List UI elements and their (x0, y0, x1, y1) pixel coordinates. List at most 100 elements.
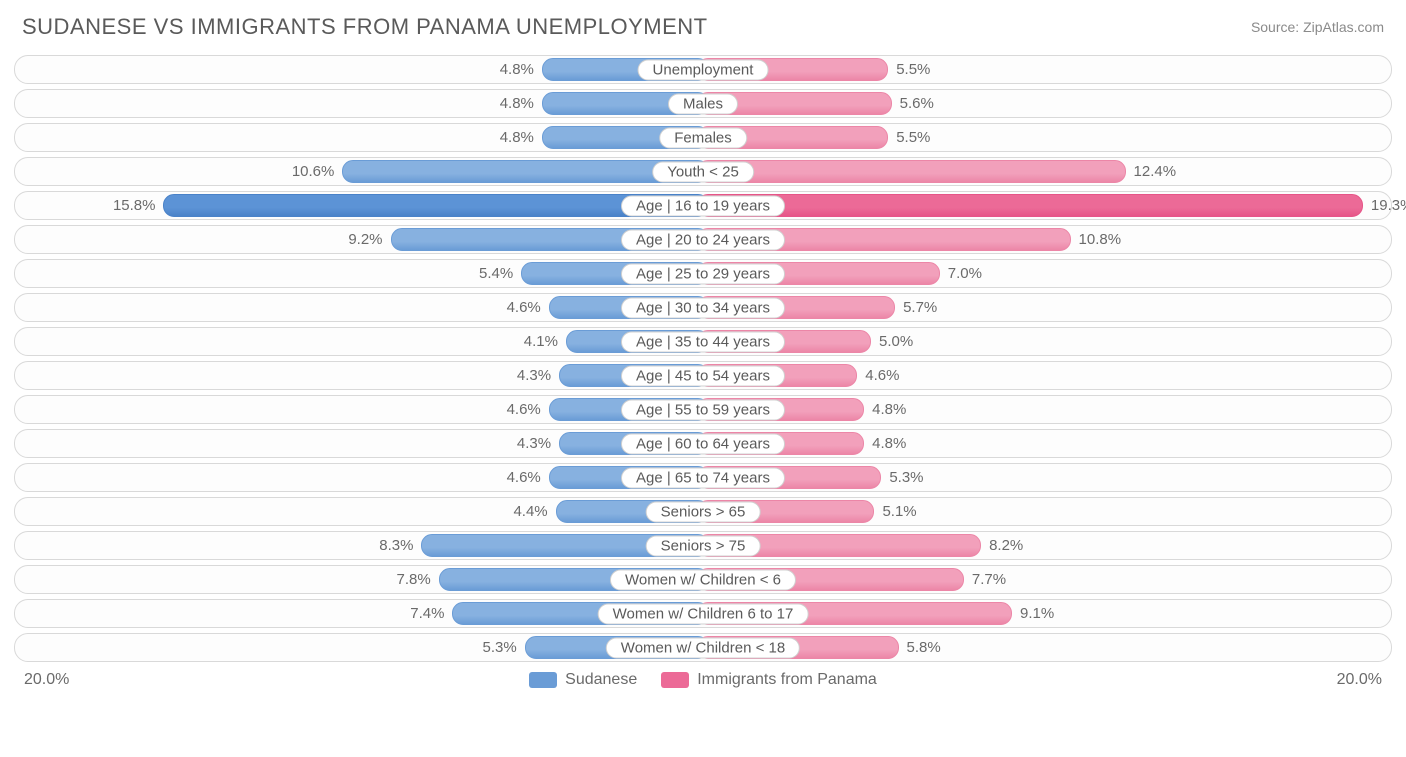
bar-half-left: 5.4% (15, 263, 709, 284)
bar-half-left: 4.3% (15, 433, 709, 454)
chart-title: SUDANESE VS IMMIGRANTS FROM PANAMA UNEMP… (22, 14, 708, 40)
bar-value-right: 5.5% (888, 129, 938, 146)
bar-value-left: 4.6% (499, 299, 549, 316)
chart-row: 4.4%5.1%Seniors > 65 (14, 497, 1392, 526)
bar-half-right: 5.0% (697, 331, 1391, 352)
bar-half-left: 4.6% (15, 467, 709, 488)
bar-value-right: 5.6% (892, 95, 942, 112)
bar-half-right: 5.3% (697, 467, 1391, 488)
category-label: Age | 55 to 59 years (621, 399, 785, 420)
bar-value-right: 9.1% (1012, 605, 1062, 622)
bar-value-left: 4.6% (499, 401, 549, 418)
chart-footer: 20.0% Sudanese Immigrants from Panama 20… (0, 667, 1406, 689)
legend-swatch-right (661, 672, 689, 688)
axis-max-left: 20.0% (24, 671, 69, 689)
bar-half-right: 7.0% (697, 263, 1391, 284)
chart-row: 4.6% 4.8%Age | 55 to 59 years (14, 395, 1392, 424)
category-label: Women w/ Children 6 to 17 (598, 603, 809, 624)
legend: Sudanese Immigrants from Panama (529, 671, 877, 689)
bar-value-left: 4.3% (509, 367, 559, 384)
bar-value-left: 5.4% (471, 265, 521, 282)
header: SUDANESE VS IMMIGRANTS FROM PANAMA UNEMP… (0, 0, 1406, 44)
category-label: Women w/ Children < 18 (606, 637, 800, 658)
chart-row: 4.8% 5.5%Unemployment (14, 55, 1392, 84)
bar-half-right: 4.8% (697, 399, 1391, 420)
bar-half-right: 5.1% (697, 501, 1391, 522)
axis-max-right: 20.0% (1337, 671, 1382, 689)
bar-value-left: 4.3% (509, 435, 559, 452)
chart-row: 4.3%4.6%Age | 45 to 54 years (14, 361, 1392, 390)
bar-value-left: 4.8% (492, 95, 542, 112)
bar-value-left: 4.4% (505, 503, 555, 520)
chart-row: 4.6% 5.7% Age | 30 to 34 years (14, 293, 1392, 322)
diverging-bar-chart: 4.8%5.5%Unemployment4.8%5.6%Males4.8%5.5… (0, 44, 1406, 662)
bar-value-right: 4.8% (864, 435, 914, 452)
bar-value-left: 4.8% (492, 61, 542, 78)
category-label: Seniors > 75 (646, 535, 761, 556)
bar-half-left: 4.8% (15, 93, 709, 114)
chart-row: 9.2% 10.8% Age | 20 to 24 years (14, 225, 1392, 254)
bar-value-left: 7.8% (388, 571, 438, 588)
category-label: Age | 35 to 44 years (621, 331, 785, 352)
bar-value-left: 4.1% (516, 333, 566, 350)
bar-half-right: 5.5% (697, 127, 1391, 148)
chart-row: 4.3% 4.8% Age | 60 to 64 years (14, 429, 1392, 458)
chart-row: 4.8% 5.5% Females (14, 123, 1392, 152)
bar-half-left: 4.8% (15, 127, 709, 148)
bar-value-left: 7.4% (402, 605, 452, 622)
legend-label-right: Immigrants from Panama (697, 671, 877, 689)
bar-half-right: 4.6% (697, 365, 1391, 386)
chart-row: 5.4% 7.0% Age | 25 to 29 years (14, 259, 1392, 288)
bar-half-left: 9.2% (15, 229, 709, 250)
category-label: Age | 16 to 19 years (621, 195, 785, 216)
bar-half-left: 7.8% (15, 569, 709, 590)
chart-row: 7.8% 7.7% Women w/ Children < 6 (14, 565, 1392, 594)
bar-half-right: 5.5% (697, 59, 1391, 80)
bar-value-right: 7.7% (964, 571, 1014, 588)
bar-value-right: 5.7% (895, 299, 945, 316)
bar-half-right: 19.3% (697, 195, 1391, 216)
bar-value-right: 5.1% (874, 503, 924, 520)
bar-half-left: 4.6% (15, 297, 709, 318)
category-label: Age | 30 to 34 years (621, 297, 785, 318)
bar-half-right: 7.7% (697, 569, 1391, 590)
chart-row: 4.1% 5.0% Age | 35 to 44 years (14, 327, 1392, 356)
bar-half-right: 8.2% (697, 535, 1391, 556)
bar-half-right: 5.6% (697, 93, 1391, 114)
bar-value-right: 5.8% (899, 639, 949, 656)
chart-row: 5.3% 5.8% Women w/ Children < 18 (14, 633, 1392, 662)
bar-value-left: 9.2% (340, 231, 390, 248)
chart-row: 4.8%5.6%Males (14, 89, 1392, 118)
bar-half-left: 4.4% (15, 501, 709, 522)
bar-value-right: 12.4% (1126, 163, 1185, 180)
bar-half-left: 10.6% (15, 161, 709, 182)
bar-right (697, 160, 1126, 183)
category-label: Age | 20 to 24 years (621, 229, 785, 250)
bar-half-left: 4.8% (15, 59, 709, 80)
category-label: Age | 25 to 29 years (621, 263, 785, 284)
bar-value-right: 7.0% (940, 265, 990, 282)
category-label: Age | 60 to 64 years (621, 433, 785, 454)
bar-half-right: 12.4% (697, 161, 1391, 182)
category-label: Age | 65 to 74 years (621, 467, 785, 488)
bar-value-right: 8.2% (981, 537, 1031, 554)
chart-row: 4.6% 5.3% Age | 65 to 74 years (14, 463, 1392, 492)
chart-row: 8.3% 8.2% Seniors > 75 (14, 531, 1392, 560)
bar-value-left: 5.3% (474, 639, 524, 656)
legend-item-left: Sudanese (529, 671, 637, 689)
category-label: Women w/ Children < 6 (610, 569, 796, 590)
bar-value-left: 8.3% (371, 537, 421, 554)
bar-right (697, 194, 1363, 217)
bar-value-left: 4.8% (492, 129, 542, 146)
bar-value-right: 10.8% (1071, 231, 1130, 248)
legend-label-left: Sudanese (565, 671, 637, 689)
bar-half-right: 5.7% (697, 297, 1391, 318)
source-attribution: Source: ZipAtlas.com (1251, 19, 1384, 35)
bar-value-right: 5.0% (871, 333, 921, 350)
category-label: Females (659, 127, 747, 148)
category-label: Unemployment (638, 59, 769, 80)
bar-value-left: 10.6% (284, 163, 343, 180)
legend-item-right: Immigrants from Panama (661, 671, 877, 689)
bar-value-right: 5.3% (881, 469, 931, 486)
chart-row: 7.4% 9.1% Women w/ Children 6 to 17 (14, 599, 1392, 628)
